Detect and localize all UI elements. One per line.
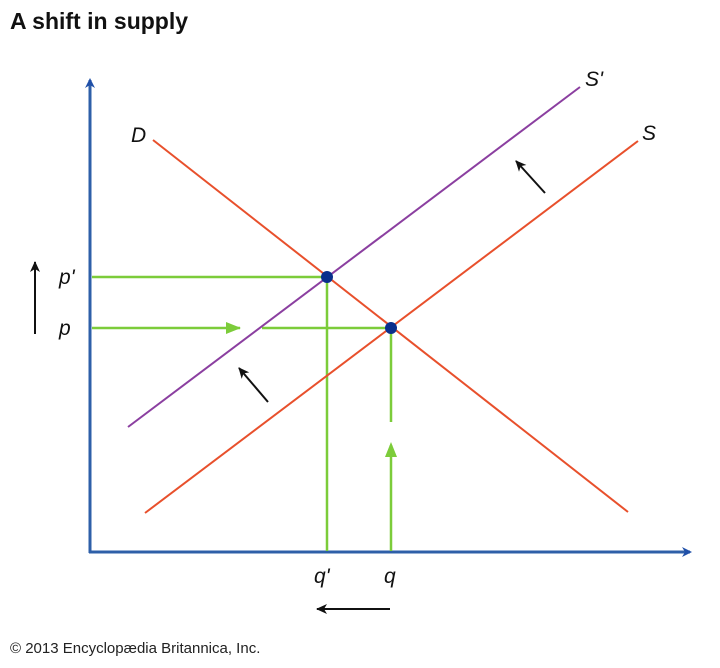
supply-shifted-curve bbox=[127, 86, 581, 428]
equilibrium-new-point bbox=[321, 271, 333, 283]
quantity-label: q bbox=[384, 565, 396, 588]
supply-label: S bbox=[642, 122, 656, 145]
quantity-guide-arrowhead bbox=[385, 442, 397, 457]
supply-shifted-label: S' bbox=[585, 68, 604, 91]
price-label: p bbox=[58, 317, 71, 340]
demand-label: D bbox=[131, 124, 146, 147]
shift-arrow-lower-icon bbox=[238, 367, 269, 403]
price-guide-arrowhead bbox=[226, 322, 241, 334]
quantity-new-label: q' bbox=[314, 565, 331, 588]
price-new-label: p' bbox=[58, 266, 76, 289]
equilibrium-point bbox=[385, 322, 397, 334]
diagram-title: A shift in supply bbox=[10, 8, 189, 34]
copyright-credit: © 2013 Encyclopædia Britannica, Inc. bbox=[10, 640, 261, 657]
shift-arrow-upper-icon bbox=[515, 160, 546, 194]
